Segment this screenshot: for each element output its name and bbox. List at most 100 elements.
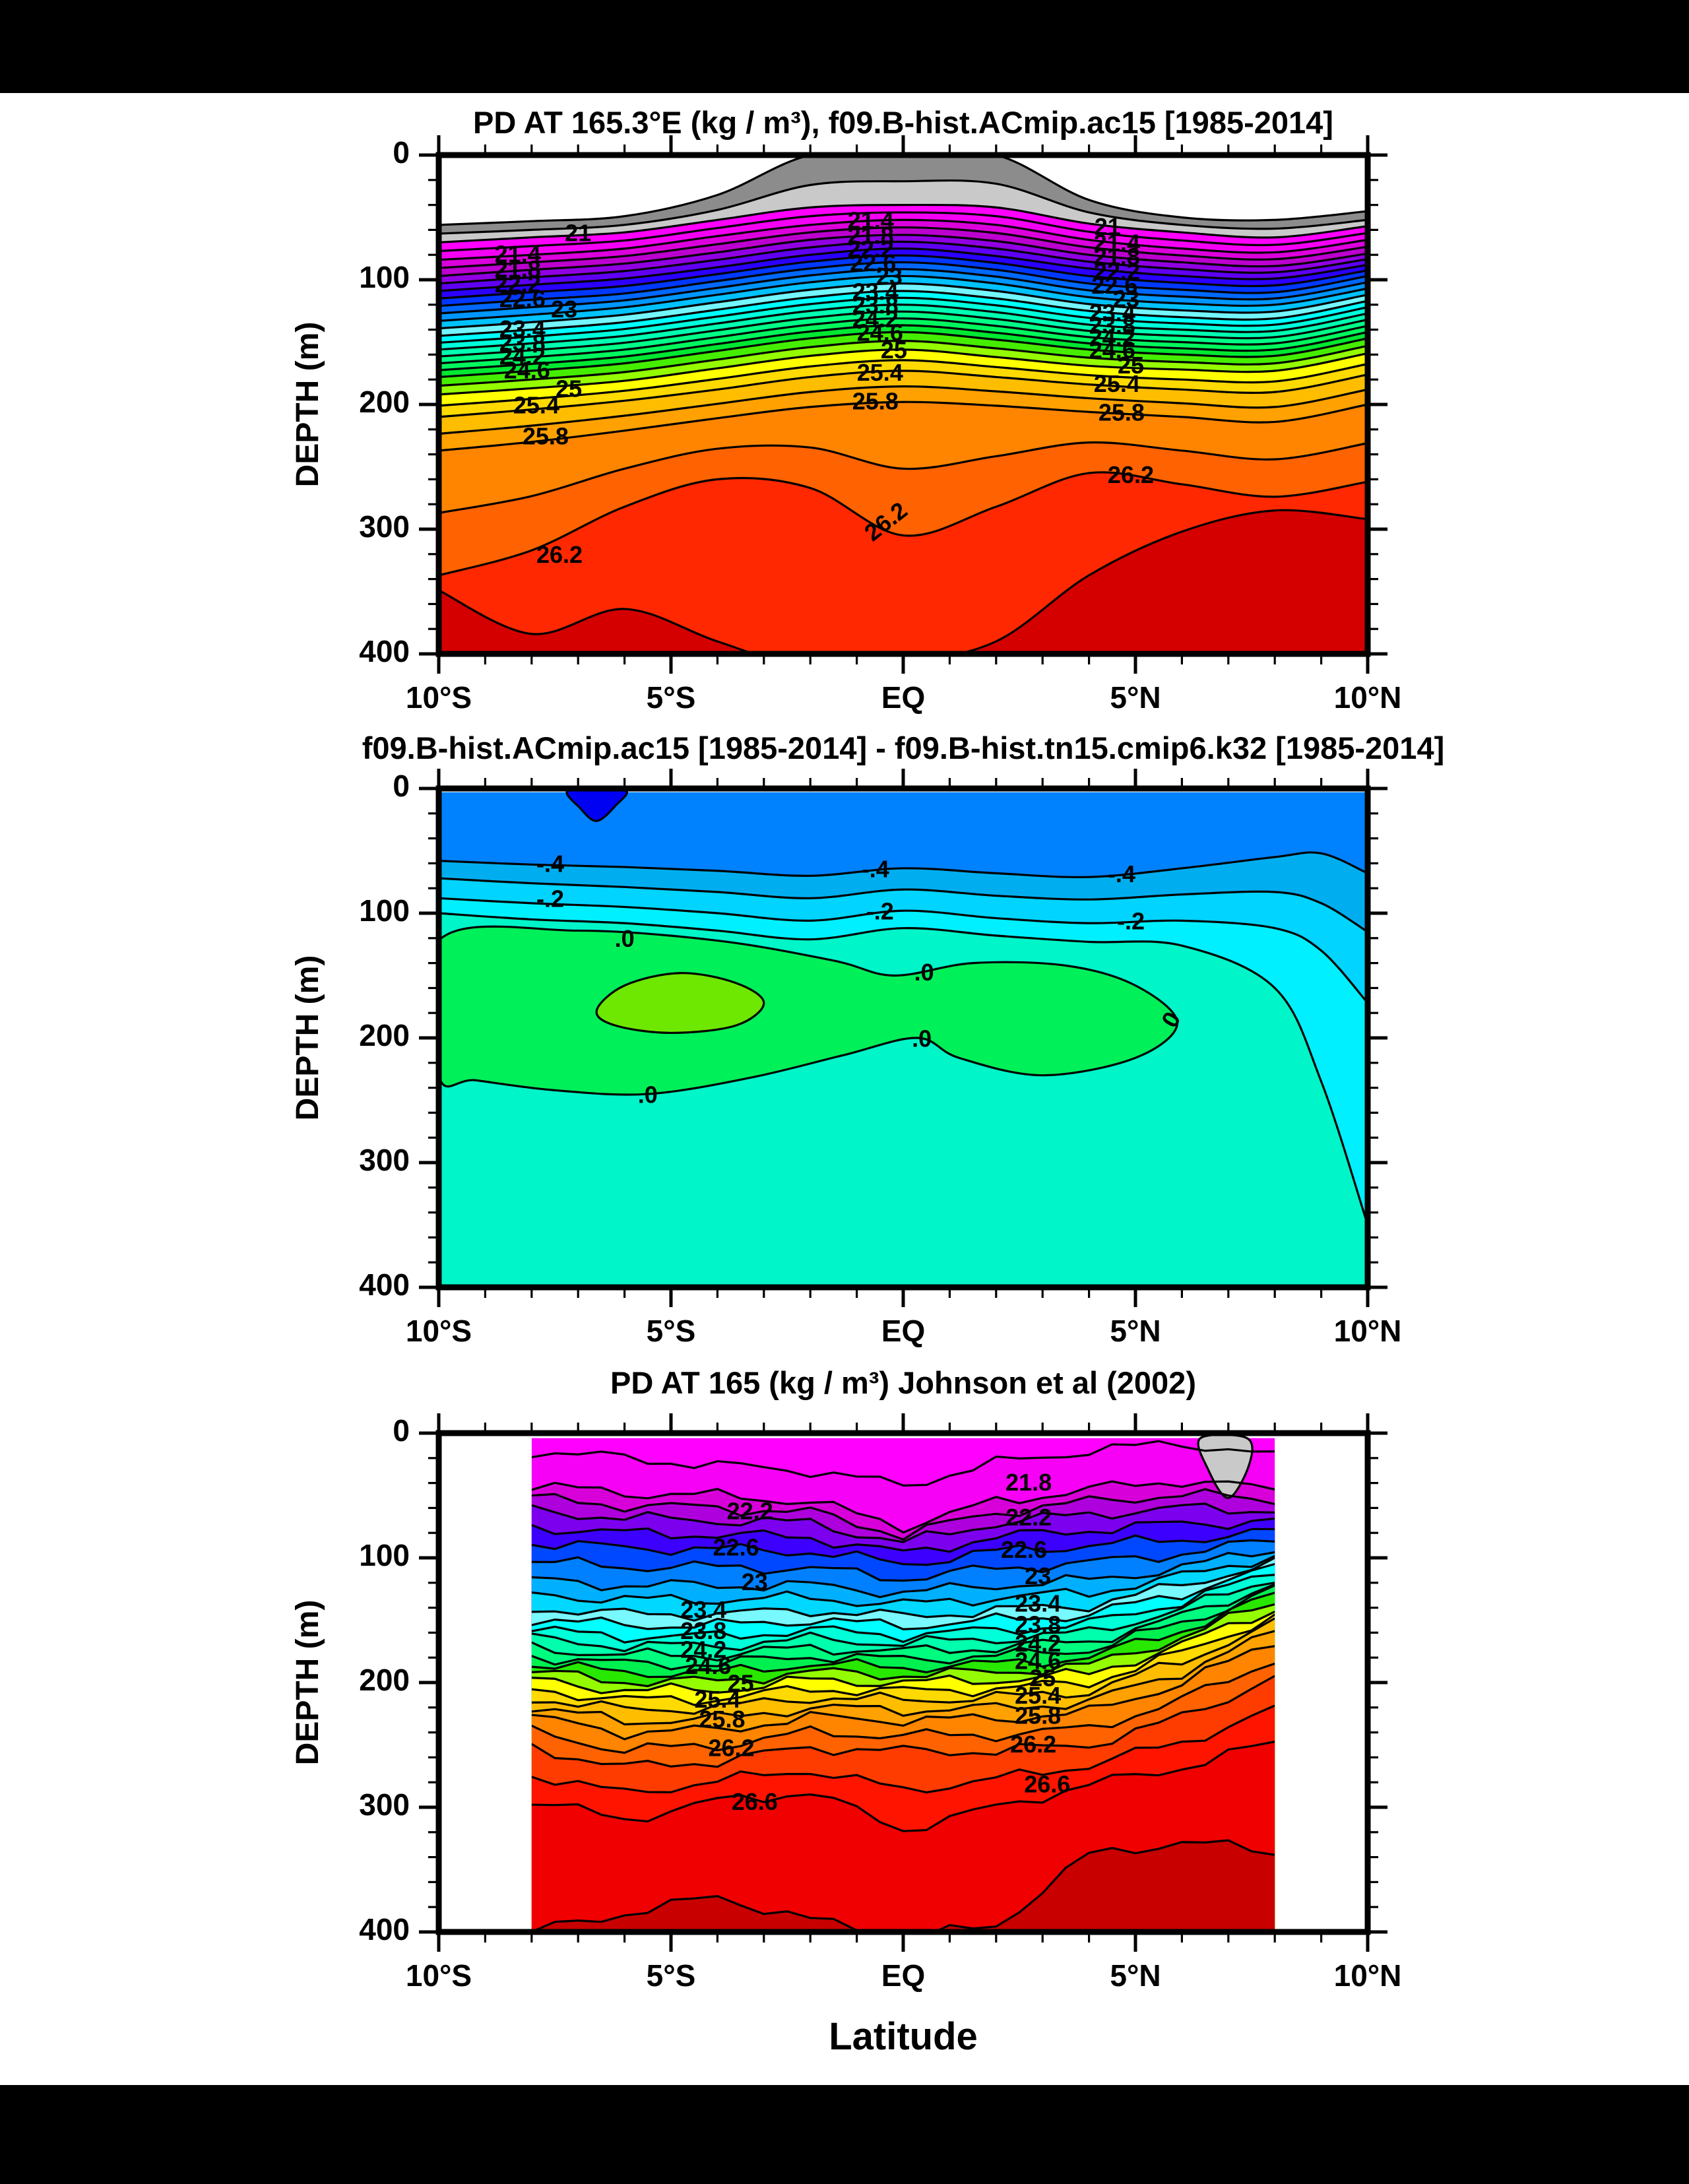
y-axis-label: DEPTH (m) (290, 1600, 325, 1766)
contour-line-24 (439, 310, 1368, 358)
y-tick-label: 100 (359, 260, 410, 294)
contour-label: 26.6 (1024, 1770, 1070, 1797)
y-tick-label: 0 (393, 769, 410, 803)
contour-line-24.6 (531, 1591, 1275, 1679)
contour-label: .0 (615, 925, 635, 952)
contour-label: 24.6 (504, 356, 550, 383)
x-tick-label: 5°S (647, 1958, 696, 1993)
contour-line-22.2 (531, 1502, 1275, 1543)
contour-line-21.6 (439, 226, 1368, 269)
contour-label: 21.4 (495, 241, 541, 268)
contour-label: 22.6 (850, 249, 896, 276)
negative-surface-blob (565, 788, 628, 822)
contour-line-21.4 (439, 218, 1368, 261)
contour-label: -.2 (536, 885, 564, 913)
y-tick-label: 400 (359, 1268, 410, 1302)
x-tick-label: 10°S (406, 1314, 472, 1348)
x-tick-label: 5°N (1110, 1314, 1161, 1348)
contour-label: 21.8 (848, 222, 894, 249)
contour-line-22.6 (531, 1527, 1275, 1566)
contour-label: 21.4 (848, 207, 894, 234)
x-tick-label: 10°N (1334, 1958, 1402, 1993)
contour-label: 22.2 (848, 236, 894, 263)
contour-line-26.4 (531, 1704, 1275, 1794)
panel-1-contour-plot: 21 2121.421.421.421.821.821.822.222.222.2… (439, 155, 1368, 654)
contour-label: -.4 (536, 851, 564, 878)
contour-line-23.2 (531, 1555, 1275, 1607)
contour-label: 23.8 (1015, 1611, 1061, 1638)
contour-line--0.3 (439, 877, 1368, 933)
contour-line-22 (439, 240, 1368, 285)
contour-line-22.4 (439, 254, 1368, 300)
contour-label: 24.2 (499, 343, 546, 370)
contour-line-26.6 (531, 1741, 1275, 1832)
contour-label: 22.2 (495, 271, 541, 298)
contour-label: 25 (556, 375, 582, 402)
contour-label: 21.8 (495, 255, 541, 282)
contour-line-24.2 (439, 317, 1368, 365)
contour-label: 23.8 (499, 329, 546, 356)
contour-label: 25 (881, 337, 907, 364)
contour-label: 23 (1113, 286, 1139, 313)
contour-label: 25 (1029, 1665, 1056, 1692)
contour-line-24.4 (439, 324, 1368, 371)
contour-line-25.6 (531, 1630, 1275, 1726)
contour-line-21.8 (531, 1480, 1275, 1534)
contour-label: 23 (551, 296, 577, 323)
y-tick-label: 400 (359, 1912, 410, 1946)
contour-line-25 (531, 1611, 1275, 1694)
x-tick-label: EQ (881, 680, 925, 715)
contour-label: 23.4 (852, 278, 899, 305)
y-axis-label: DEPTH (m) (290, 955, 325, 1121)
contour-label: 23.8 (852, 292, 899, 319)
panel-2-contour-plot: -.4 -.4 -.4-.2 -.2 -.2.0.0.0.00 (439, 788, 1368, 1287)
contour-label: 25.8 (1015, 1702, 1061, 1729)
y-tick-label: 400 (359, 634, 410, 668)
contour-label: -.4 (1108, 860, 1135, 887)
x-tick-label: 10°N (1334, 1314, 1402, 1348)
contour-label: 26.2 (536, 541, 583, 568)
y-tick-label: 0 (393, 135, 410, 170)
contour-line-22 (531, 1488, 1275, 1541)
contour-line-24.8 (531, 1603, 1275, 1688)
contour-band-26.4 (439, 510, 1368, 654)
contour-label: 25.8 (523, 423, 569, 450)
contour-line-21.2 (439, 211, 1368, 253)
y-tick-label: 200 (359, 385, 410, 419)
contour-line-23.8 (439, 304, 1368, 351)
contour-line-23.4 (531, 1557, 1275, 1622)
y-tick-label: 300 (359, 1787, 410, 1822)
x-axis-label: Latitude (829, 2015, 978, 2058)
contour-line-25.2 (439, 359, 1368, 407)
panel-1: 21 2121.421.421.421.821.821.822.222.222.2… (290, 105, 1401, 715)
figure-content-area: 21 21 21.4 21.4 21.4 21.8 21.8 21.8 22.2 22.2 22.2… (0, 93, 1689, 2085)
contour-label: 21.8 (1094, 243, 1140, 270)
y-axis-label: DEPTH (m) (290, 322, 325, 488)
contour-label: 21 (1095, 213, 1121, 240)
contour-label: 26.6 (732, 1788, 778, 1815)
y-tick-label: 300 (359, 509, 410, 544)
panel-2: -.4 -.4 -.4 -.2 -.2 -.2 .0 .0 .0 .0 00 100 200 300 400… (290, 730, 1444, 1348)
contour-label: 24.2 (852, 305, 899, 333)
contour-label: 26.2 (708, 1735, 754, 1762)
contour-label: 22.6 (499, 286, 546, 313)
contour-line-23.6 (531, 1562, 1275, 1630)
contour-line-22.8 (531, 1539, 1275, 1582)
zero-contour-region (439, 925, 1178, 1096)
contour-label: .0 (912, 1025, 932, 1052)
positive-core (595, 972, 765, 1035)
panel-1-title: PD AT 165.3°E (kg / m³), f09.B-hist.ACmi… (473, 105, 1333, 140)
contour-label: 23.4 (499, 315, 546, 342)
contour-label: 23 (876, 263, 903, 290)
contour-line-22.2 (439, 247, 1368, 292)
contour-label: 25.8 (699, 1706, 745, 1733)
contour-line-22.6 (439, 261, 1368, 307)
contour-line-25.2 (531, 1613, 1275, 1706)
contour-line-24.4 (531, 1584, 1275, 1671)
contour-label: 25 (728, 1669, 754, 1696)
contour-label: 24.6 (685, 1652, 731, 1679)
contour-line--0.2 (439, 897, 1368, 1004)
contour-line-21.8 (439, 234, 1368, 277)
panel-2-axes: 0 100 200 300 400 10°S 5°S EQ 5°N 10°N (359, 769, 1401, 1348)
